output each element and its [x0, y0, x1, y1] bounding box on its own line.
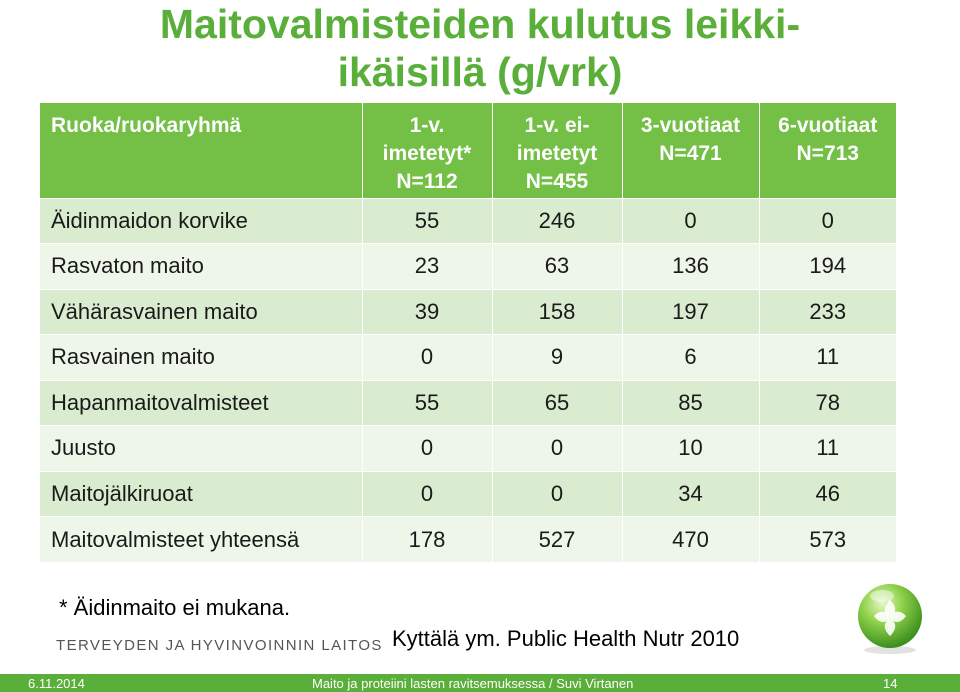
table-cell: 0: [758, 197, 896, 244]
footer-presentation-title: Maito ja proteiini lasten ravitsemuksess…: [312, 676, 634, 691]
row-label: Vähärasvainen maito: [40, 288, 362, 335]
table-cell: 78: [758, 379, 896, 426]
table-row: Hapanmaitovalmisteet 55 65 85 78: [40, 379, 896, 426]
header-line: N=713: [796, 142, 859, 165]
table-row: Äidinmaidon korvike 55 246 0 0: [40, 197, 896, 244]
row-label: Juusto: [40, 425, 362, 471]
header-line: 3-vuotiaat: [640, 114, 741, 137]
table-cell: 0: [361, 425, 492, 471]
table-cell: 55: [361, 379, 492, 426]
table-cell: 34: [621, 470, 759, 517]
row-label: Hapanmaitovalmisteet: [40, 379, 362, 426]
footnote: * Äidinmaito ei mukana.: [59, 595, 291, 620]
row-label: Äidinmaidon korvike: [40, 197, 362, 244]
header-line: Ruoka/ruokaryhmä: [51, 114, 242, 137]
header-line: N=455: [525, 170, 589, 193]
table-cell: 0: [361, 470, 492, 517]
header-6-year-olds: 6-vuotiaat N=713: [758, 103, 896, 198]
table-cell: 0: [361, 334, 492, 380]
table-row: Rasvainen maito 0 9 6 11: [40, 334, 896, 380]
table-row: Juusto 0 0 10 11: [40, 425, 896, 471]
header-line: 6-vuotiaat: [778, 114, 878, 137]
row-label: Maitovalmisteet yhteensä: [40, 516, 362, 562]
table-cell: 573: [758, 516, 896, 562]
table-cell: 178: [361, 516, 492, 562]
slide-title: Maitovalmisteiden kulutus leikki- ikäisi…: [60, 0, 900, 96]
table-cell: 0: [621, 197, 759, 244]
table-cell: 6: [621, 334, 759, 380]
row-label: Rasvainen maito: [40, 334, 362, 380]
table-cell: 246: [491, 197, 622, 244]
table-cell: 11: [758, 425, 896, 471]
organization-name: TERVEYDEN JA HYVINVOINNIN LAITOS: [56, 637, 383, 654]
slide-title-line-1: Maitovalmisteiden kulutus leikki-: [159, 1, 801, 47]
table-cell: 136: [621, 243, 759, 289]
table-cell: 63: [491, 243, 622, 289]
table-cell: 527: [491, 516, 622, 562]
header-line: 1-v. ei-: [524, 114, 590, 137]
table-header-row: Ruoka/ruokaryhmä 1-v. imetetyt* N=112 1-…: [40, 103, 896, 198]
header-1v-breastfed: 1-v. imetetyt* N=112: [361, 103, 492, 198]
row-label: Rasvaton maito: [40, 243, 362, 289]
table-row: Vähärasvainen maito 39 158 197 233: [40, 288, 896, 335]
citation: Kyttälä ym. Public Health Nutr 2010: [392, 626, 740, 651]
header-food-group: Ruoka/ruokaryhmä: [40, 103, 362, 198]
table-cell: 10: [621, 425, 759, 471]
table-cell: 9: [491, 334, 622, 380]
consumption-table: Ruoka/ruokaryhmä 1-v. imetetyt* N=112 1-…: [40, 103, 896, 562]
table-cell: 55: [361, 197, 492, 244]
table-cell: 39: [361, 288, 492, 335]
table-cell: 23: [361, 243, 492, 289]
header-1v-not-breastfed: 1-v. ei- imetetyt N=455: [491, 103, 622, 198]
table-cell: 65: [491, 379, 622, 426]
header-3-year-olds: 3-vuotiaat N=471: [621, 103, 759, 198]
table-cell: 11: [758, 334, 896, 380]
header-line: N=112: [396, 170, 458, 193]
table-cell: 158: [491, 288, 622, 335]
table-row: Maitojälkiruoat 0 0 34 46: [40, 470, 896, 517]
header-line: imetetyt*: [382, 142, 472, 165]
footer-page-number: 14: [883, 676, 898, 691]
header-line: 1-v.: [409, 114, 445, 137]
globe-logo-icon: [858, 584, 922, 654]
header-line: N=471: [659, 142, 722, 165]
table-cell: 197: [621, 288, 759, 335]
slide-title-line-2: ikäisillä (g/vrk): [337, 49, 623, 95]
table-row-total: Maitovalmisteet yhteensä 178 527 470 573: [40, 516, 896, 562]
table-cell: 0: [491, 425, 622, 471]
footer-bar: [0, 674, 960, 692]
table-row: Rasvaton maito 23 63 136 194: [40, 243, 896, 289]
table-cell: 0: [491, 470, 622, 517]
footer-date: 6.11.2014: [28, 676, 85, 691]
row-label: Maitojälkiruoat: [40, 470, 362, 517]
table-cell: 46: [758, 470, 896, 517]
table-cell: 470: [621, 516, 759, 562]
table-cell: 85: [621, 379, 759, 426]
table-cell: 233: [758, 288, 896, 335]
table-cell: 194: [758, 243, 896, 289]
header-line: imetetyt: [516, 142, 598, 165]
